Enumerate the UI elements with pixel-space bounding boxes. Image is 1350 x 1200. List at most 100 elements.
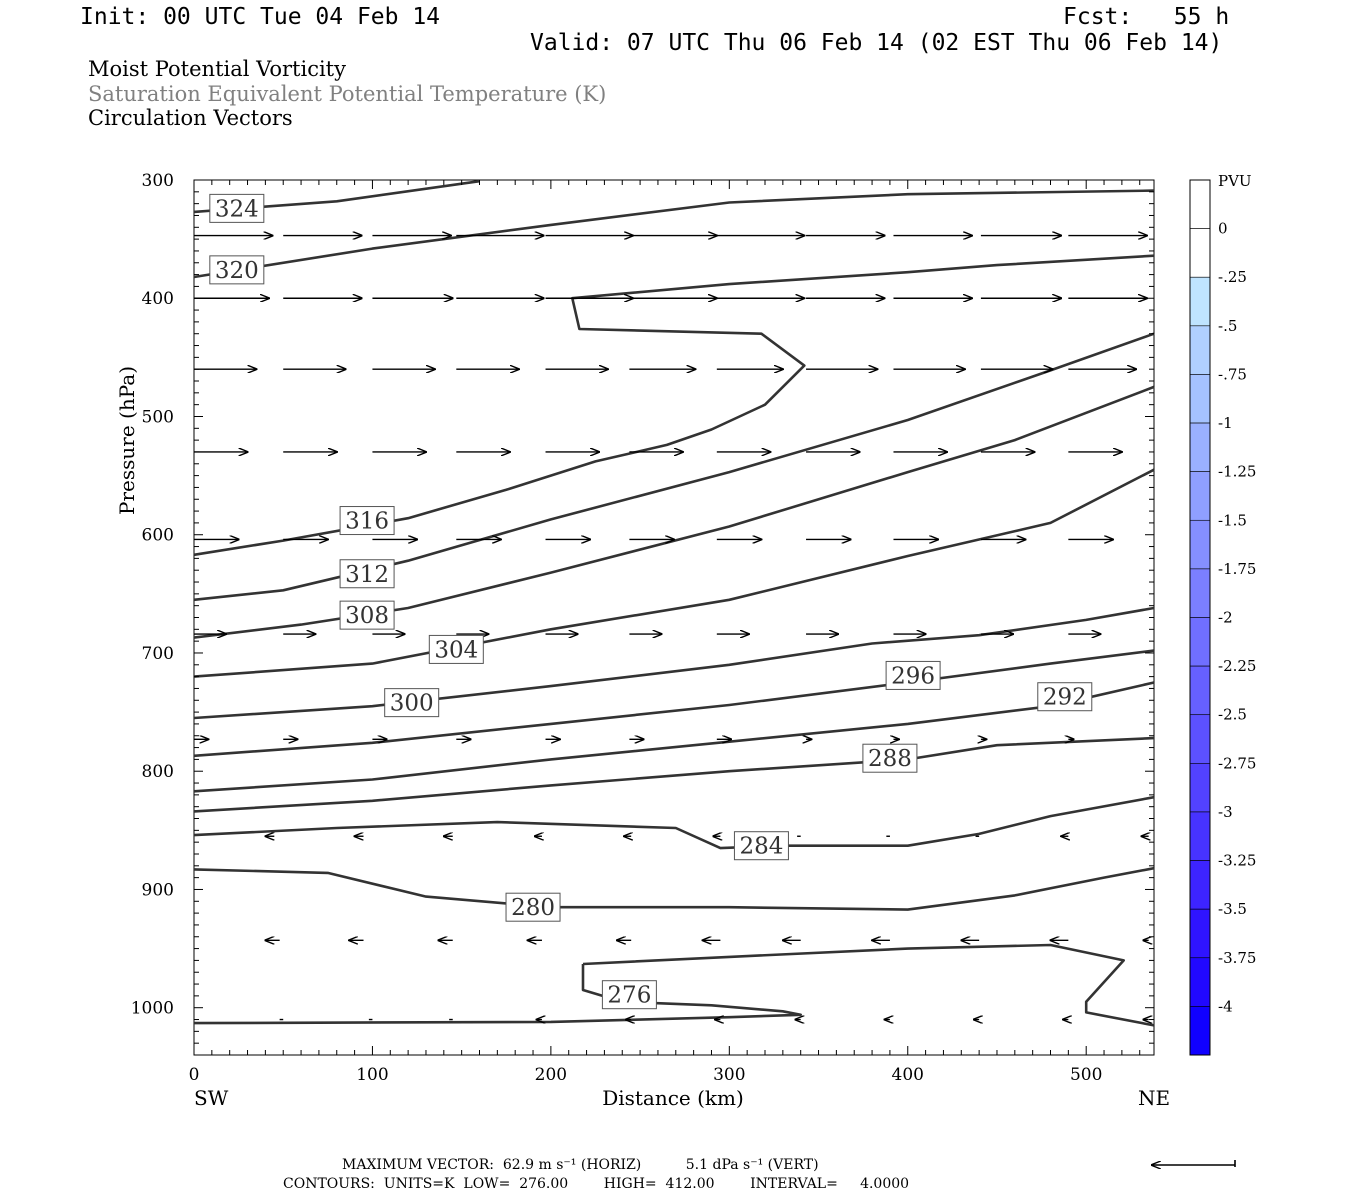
contour-label: 288 [868, 746, 912, 772]
colorbar-tick-label: -2.25 [1218, 657, 1256, 675]
colorbar-tick-label: -1.75 [1218, 560, 1256, 578]
contour-label: 284 [739, 834, 783, 860]
plot-frame [193, 179, 1155, 1056]
colorbar-tick-label: -2.75 [1218, 754, 1256, 772]
contour-label-box [339, 600, 395, 630]
colorbar-segment [1189, 374, 1211, 424]
title-circulation-vectors: Circulation Vectors [88, 106, 293, 130]
colorbar-tick-label: -3 [1218, 803, 1233, 821]
contour-label: 316 [345, 509, 389, 535]
contour-label: 292 [1043, 685, 1087, 711]
colorbar-segment [1189, 1006, 1211, 1056]
x-tick-label: 500 [1070, 1065, 1102, 1085]
init-time: Init: 00 UTC Tue 04 Feb 14 [80, 4, 441, 30]
colorbar-tick-label: -1.25 [1218, 463, 1256, 481]
colorbar-tick-label: -.5 [1218, 317, 1237, 335]
contour-296 [193, 649, 1155, 758]
y-axis-label: Pressure (hPa) [115, 366, 139, 515]
colorbar-segment [1189, 228, 1211, 278]
colorbar-segment [1189, 811, 1211, 861]
colorbar-segment [1189, 763, 1211, 813]
colorbar-segment [1189, 471, 1211, 521]
x-tick-label: 0 [189, 1065, 200, 1085]
contour-label-box [209, 193, 265, 223]
colorbar-tick-label: -2 [1218, 609, 1233, 627]
contour-label-box [601, 980, 657, 1010]
y-tick-label: 800 [142, 762, 174, 782]
colorbar-segment [1189, 665, 1211, 716]
contour-label-box [505, 892, 561, 922]
colorbar-segment [1189, 568, 1211, 618]
contour-label: 280 [511, 895, 555, 921]
y-tick-label: 300 [142, 171, 174, 191]
contour-276 [582, 943, 1155, 1027]
contours-note: CONTOURS: UNITS=K LOW= 276.00 HIGH= 412.… [283, 1176, 910, 1192]
contour-308 [193, 385, 1155, 639]
contour-288 [193, 736, 1155, 813]
contour-label-box [862, 743, 918, 773]
contour-280 [193, 866, 1155, 911]
contour-label-box [384, 688, 440, 718]
valid-time: Valid: 07 UTC Thu 06 Feb 14 (02 EST Thu … [530, 30, 1223, 56]
contour-label-box [733, 831, 789, 861]
contour-label-box [885, 660, 941, 690]
colorbar-frame [1189, 179, 1211, 1056]
colorbar-segment [1189, 325, 1211, 375]
colorbar-tick-label: -.25 [1218, 268, 1247, 286]
colorbar-segment [1189, 860, 1211, 910]
colorbar-tick-label: 0 [1218, 220, 1228, 238]
contour-label: 308 [345, 603, 389, 629]
colorbar-tick-label: -1 [1218, 414, 1233, 432]
contour-label: 320 [215, 258, 259, 284]
colorbar-tick-label: -3.75 [1218, 949, 1256, 967]
x-tick-label: 100 [356, 1065, 388, 1085]
colorbar-segment [1189, 714, 1211, 764]
colorbar-segment [1189, 519, 1211, 570]
colorbar-tick-label: -2.5 [1218, 706, 1247, 724]
contour-316 [193, 254, 1155, 557]
y-tick-label: 700 [142, 644, 174, 664]
contour-label-box [209, 255, 265, 285]
colorbar-tick-label: -.75 [1218, 365, 1247, 383]
x-tick-label: 400 [892, 1065, 924, 1085]
contour-276 [193, 964, 802, 1025]
max-vector-note: MAXIMUM VECTOR: 62.9 m s⁻¹ (HORIZ) 5.1 d… [342, 1157, 819, 1173]
contour-label-box [339, 559, 395, 589]
y-tick-label: 400 [142, 289, 174, 309]
contour-label-box [1037, 682, 1093, 712]
contour-label: 300 [390, 691, 434, 717]
y-tick-label: 600 [142, 526, 174, 546]
y-tick-label: 900 [142, 880, 174, 900]
colorbar-unit: PVU [1218, 172, 1252, 190]
colorbar-segment [1189, 422, 1211, 472]
colorbar-segment [1189, 617, 1211, 667]
x-axis-label: Distance (km) [602, 1086, 744, 1110]
colorbar-segment [1189, 908, 1211, 959]
x-tick-label: 200 [535, 1065, 567, 1085]
contour-312 [193, 332, 1155, 602]
left-end-label: SW [194, 1086, 229, 1110]
x-tick-label: 300 [713, 1065, 745, 1085]
right-end-label: NE [1138, 1086, 1170, 1110]
contour-label-box [428, 634, 484, 664]
contour-label: 324 [215, 196, 259, 222]
forecast-hour: Fcst: 55 h [1063, 4, 1230, 30]
colorbar-tick-label: -1.5 [1218, 511, 1247, 529]
contour-320 [193, 189, 1155, 279]
colorbar-segment [1189, 179, 1211, 229]
contour-label: 304 [434, 637, 478, 663]
contour-label: 296 [891, 663, 935, 689]
colorbar-tick-label: -3.5 [1218, 900, 1247, 918]
title-moist-pv: Moist Potential Vorticity [88, 57, 346, 81]
contour-label: 276 [607, 983, 651, 1009]
colorbar-segment [1189, 957, 1211, 1007]
contour-label: 312 [345, 562, 389, 588]
y-tick-label: 1000 [131, 999, 174, 1019]
colorbar-segment [1189, 276, 1211, 327]
title-theta-es: Saturation Equivalent Potential Temperat… [88, 82, 607, 106]
contour-label-box [339, 506, 395, 536]
contour-304 [193, 468, 1155, 678]
colorbar-tick-label: -3.25 [1218, 852, 1256, 870]
colorbar-tick-label: -4 [1218, 997, 1233, 1015]
